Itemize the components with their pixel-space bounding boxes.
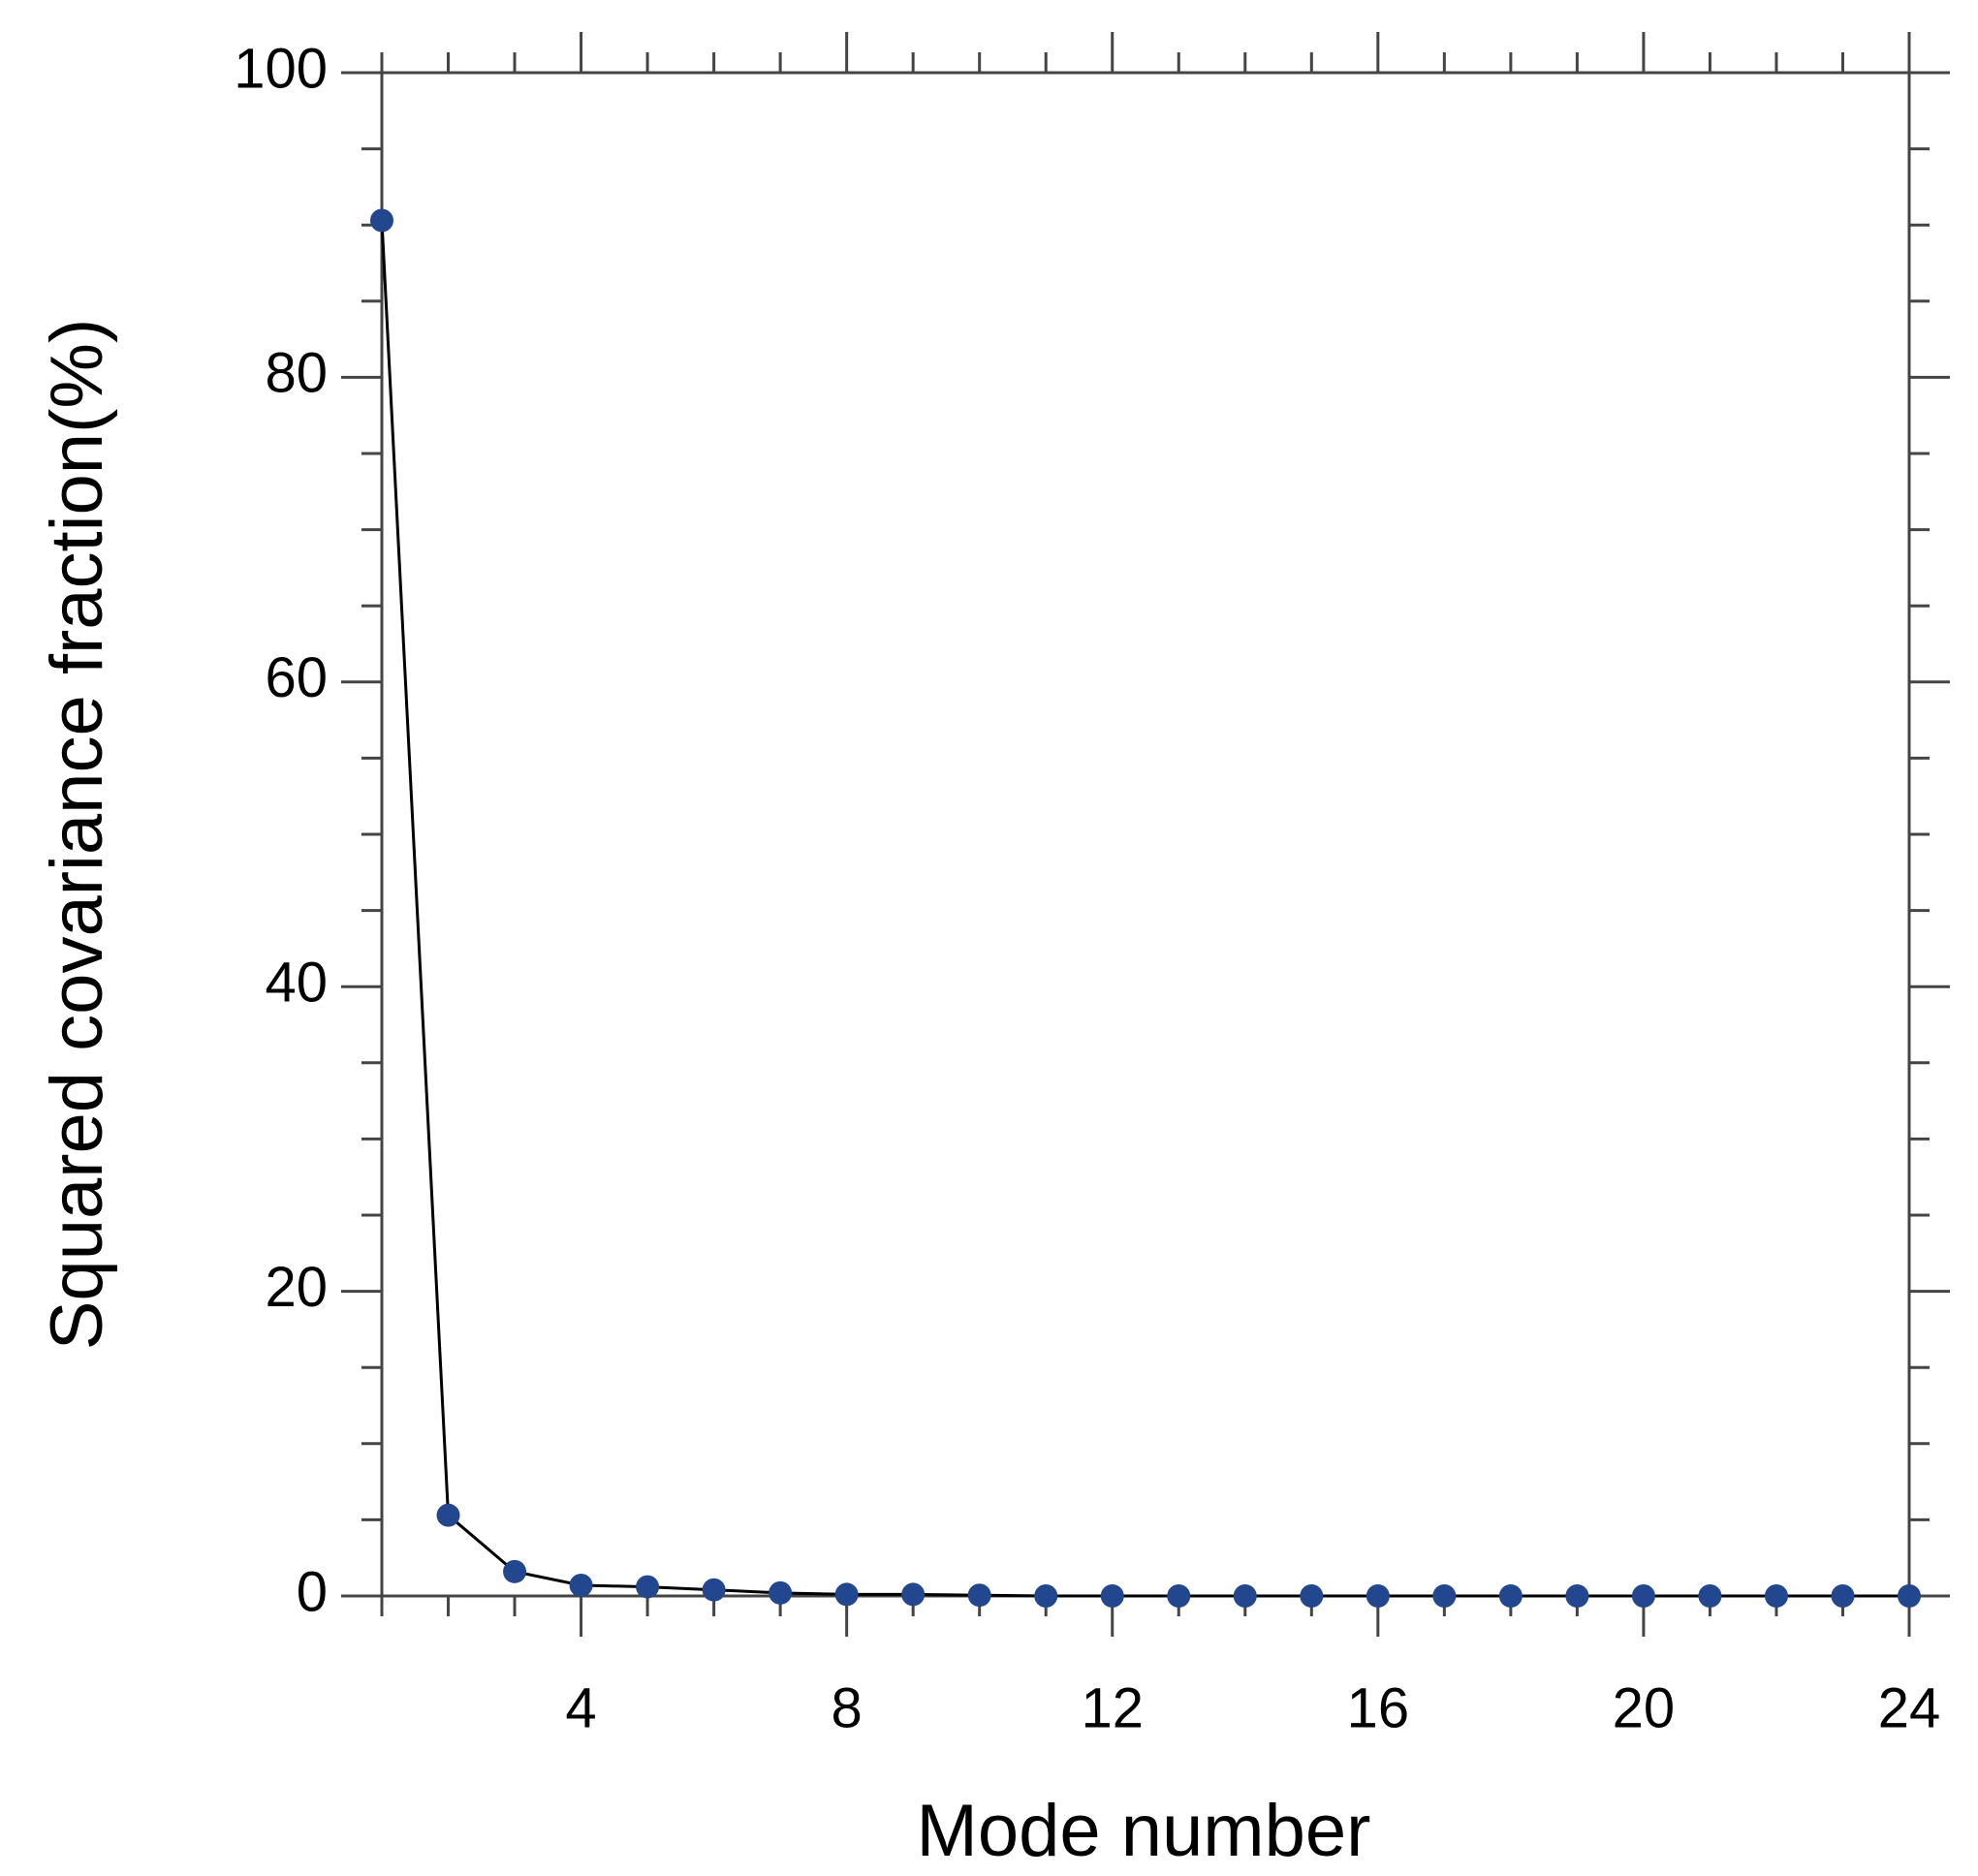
data-point bbox=[636, 1575, 660, 1599]
data-point bbox=[1565, 1584, 1589, 1608]
data-point bbox=[901, 1582, 926, 1607]
data-point bbox=[1300, 1584, 1324, 1608]
data-point bbox=[1167, 1584, 1191, 1608]
data-point bbox=[569, 1573, 593, 1597]
data-point bbox=[702, 1578, 726, 1602]
x-tick-label: 12 bbox=[1081, 1676, 1144, 1739]
y-axis-label: Squared covariance fraction(%) bbox=[36, 319, 118, 1351]
data-point bbox=[1366, 1584, 1390, 1608]
series-line bbox=[380, 220, 1909, 1598]
data-point bbox=[1898, 1584, 1921, 1608]
data-point bbox=[834, 1582, 859, 1607]
data-point bbox=[370, 208, 393, 233]
data-point bbox=[1831, 1584, 1855, 1608]
x-tick-label: 16 bbox=[1347, 1676, 1410, 1739]
data-point bbox=[1432, 1584, 1457, 1608]
data-point bbox=[436, 1503, 460, 1527]
x-tick-label: 4 bbox=[565, 1676, 596, 1739]
data-point bbox=[1498, 1584, 1523, 1608]
y-tick-label: 80 bbox=[265, 342, 328, 405]
y-tick-label: 60 bbox=[265, 646, 328, 709]
data-point bbox=[1100, 1584, 1124, 1608]
data-point bbox=[503, 1559, 527, 1583]
data-point bbox=[769, 1580, 793, 1605]
data-point bbox=[1698, 1584, 1722, 1608]
data-point bbox=[1764, 1584, 1788, 1608]
y-tick-label: 20 bbox=[265, 1256, 328, 1319]
data-point bbox=[1631, 1584, 1655, 1608]
y-tick-label: 100 bbox=[234, 37, 328, 100]
y-tick-label: 40 bbox=[265, 952, 328, 1015]
plot-frame bbox=[380, 71, 1911, 1598]
data-point bbox=[1034, 1584, 1058, 1608]
x-tick-label: 8 bbox=[832, 1676, 863, 1739]
y-tick-label: 0 bbox=[297, 1560, 328, 1623]
x-tick-label: 20 bbox=[1613, 1676, 1676, 1739]
data-point bbox=[1233, 1584, 1257, 1608]
data-point bbox=[967, 1583, 991, 1608]
x-axis-label: Mode number bbox=[917, 1790, 1371, 1872]
x-tick-label: 24 bbox=[1878, 1676, 1941, 1739]
